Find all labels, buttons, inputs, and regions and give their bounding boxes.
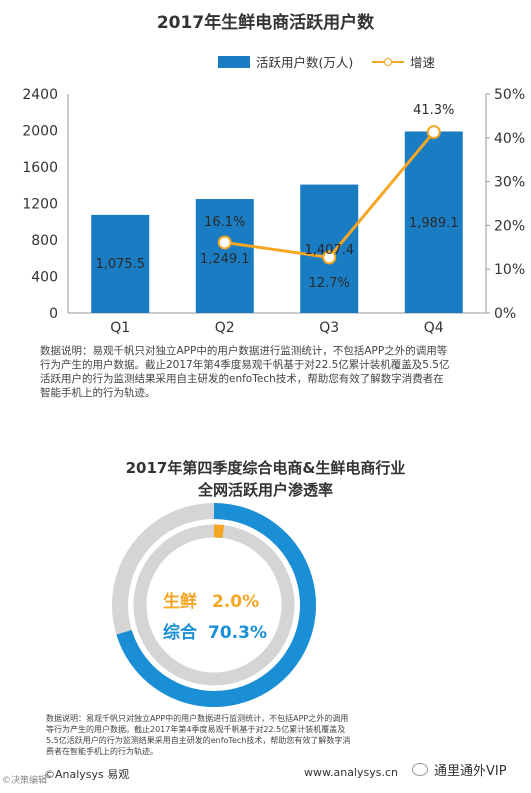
y2-tick-label: 10%: [494, 262, 525, 278]
outer-ring-value: [116, 503, 316, 707]
bar-legend-label: 活跃用户数(万人): [256, 55, 354, 70]
line-legend-label: 增速: [410, 55, 436, 70]
y-tick-label: 1200: [22, 197, 58, 213]
y-tick-label: 400: [31, 270, 58, 286]
chart1-legend-bar: 活跃用户数(万人): [218, 52, 353, 71]
fresh-value-label: 2.0%: [212, 592, 259, 612]
active-users-chart: 0 400 800 1200 1600 2000 2400 0% 10% 20% 30% 40% 50%…: [22, 87, 525, 336]
footer-brand: ©Analysys 易观: [44, 768, 130, 781]
bar-legend-swatch: [218, 55, 250, 68]
growth-value-label: 41.3%: [413, 103, 454, 118]
wechat-icon: [412, 763, 428, 776]
y2-tick-label: 0%: [494, 306, 516, 322]
growth-value-label: 12.7%: [309, 276, 350, 291]
bar: [195, 199, 254, 313]
footer-account: 通里通外VIP: [412, 760, 507, 779]
growth-value-label: 16.1%: [204, 215, 245, 230]
chart1-title: 2017年生鲜电商活跃用户数: [156, 13, 375, 33]
fresh-label: 生鲜: [163, 591, 197, 612]
y-tick-label: 2400: [22, 87, 58, 103]
footer-corner: ©决策编辑: [2, 776, 48, 786]
chart2-title-line1: 2017年第四季度综合电商&生鲜电商行业: [125, 459, 406, 477]
account-name: 通里通外VIP: [434, 764, 507, 779]
y2-tick-label: 40%: [494, 131, 525, 147]
bar-value-label: 1,075.5: [95, 257, 145, 272]
chart1-note-line: 活跃用户的行为监测结果采用自主研发的enfoTech技术，帮助您有效了解数字消费…: [40, 373, 444, 385]
x-tick-label: Q4: [424, 320, 444, 336]
bar-value-label: 1,249.1: [200, 252, 250, 267]
y2-tick-label: 20%: [494, 218, 525, 234]
y-tick-label: 800: [31, 233, 58, 249]
composite-label: 综合: [163, 622, 198, 643]
chart2-note-line: 数据说明：易观千帆只对独立APP中的用户数据进行监测统计，不包括APP之外的调用: [46, 714, 349, 723]
chart2-note: 数据说明：易观千帆只对独立APP中的用户数据进行监测统计，不包括APP之外的调用…: [46, 713, 496, 757]
inner-ring-value: [213, 524, 225, 539]
x-tick-label: Q1: [110, 320, 130, 336]
x-tick-label: Q2: [215, 320, 235, 336]
chart1-note: 数据说明：易观千帆只对独立APP中的用户数据进行监测统计，不包括APP之外的调用…: [40, 344, 510, 400]
chart2-title-line2: 全网活跃用户渗透率: [197, 481, 333, 499]
chart1-note-line: 数据说明：易观千帆只对独立APP中的用户数据进行监测统计，不包括APP之外的调用…: [40, 345, 448, 357]
chart2-note-line: 费者在智能手机上的行为轨迹。: [46, 747, 158, 756]
growth-point: [322, 250, 337, 265]
y2-tick-label: 30%: [494, 175, 525, 191]
chart2-note-line: 等行为产生的用户数据。截止2017年第4季度易观千帆基于对22.5亿累计装机覆盖…: [46, 725, 346, 734]
composite-value-label: 70.3%: [208, 623, 267, 643]
bar-value-label: 1,989.1: [409, 216, 459, 231]
growth-point: [217, 235, 232, 250]
footer-url: www.analysys.cn: [304, 766, 398, 779]
y-tick-label: 2000: [22, 124, 58, 140]
chart1-legend-line: 增速: [372, 52, 435, 71]
x-tick-label: Q3: [319, 320, 339, 336]
bar: [300, 184, 359, 313]
chart1-note-line: 智能手机上的行为轨迹。: [40, 387, 156, 399]
chart1-note-line: 行为产生的用户数据。截止2017年第4季度易观千帆基于对22.5亿累计装机覆盖及…: [40, 359, 450, 371]
bar: [404, 131, 463, 313]
y-tick-label: 0: [49, 306, 58, 322]
bar-value-label: 1,407.4: [304, 243, 354, 258]
penetration-ring-chart: 生鲜 2.0% 综合 70.3%: [112, 503, 316, 707]
line-legend-swatch: [372, 56, 404, 68]
y-tick-label: 1600: [22, 160, 58, 176]
growth-point: [426, 125, 441, 140]
y2-tick-label: 50%: [494, 87, 525, 103]
chart2-note-line: 5.5亿活跃用户的行为监测结果采用自主研发的enfoTech技术，帮助您有效了解…: [46, 736, 351, 745]
bar: [91, 214, 150, 313]
